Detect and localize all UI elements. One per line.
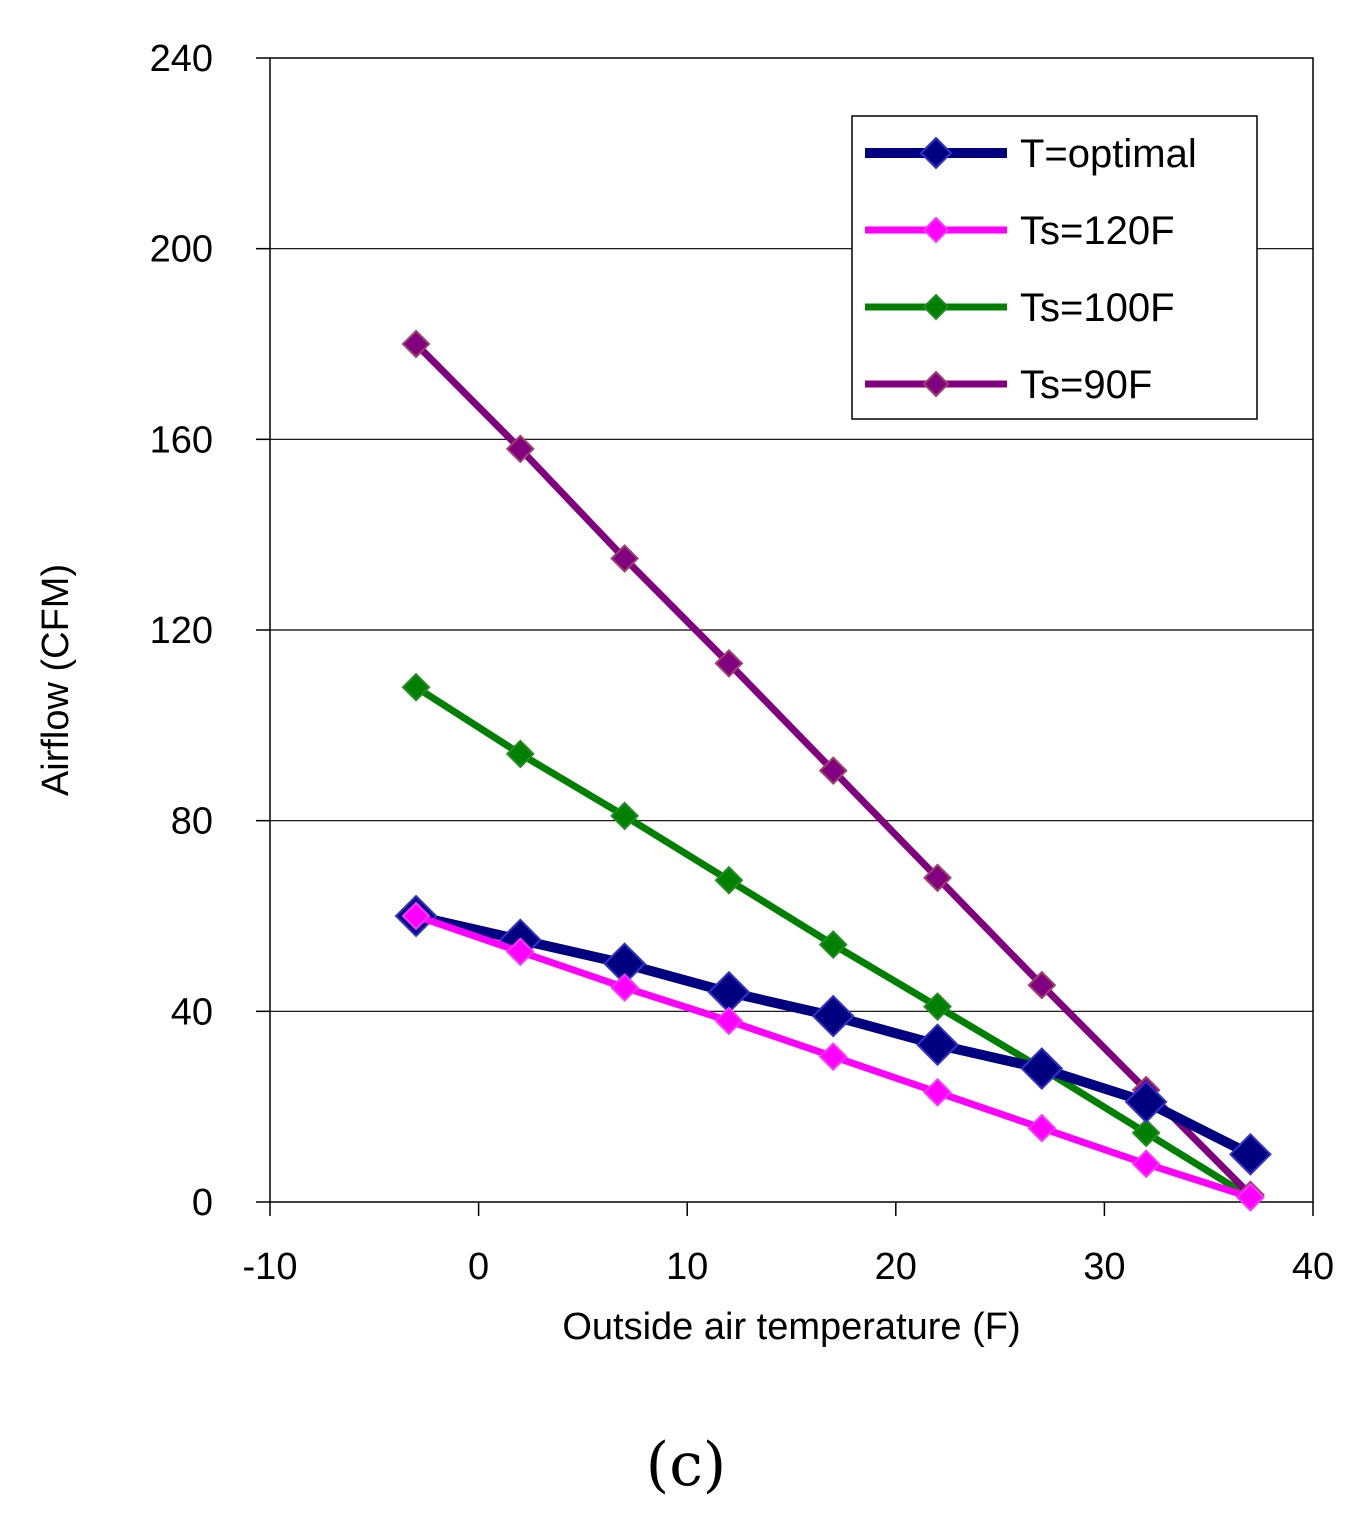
x-axis-title: Outside air temperature (F) bbox=[562, 1306, 1020, 1348]
legend-swatch-marker bbox=[922, 293, 950, 321]
data-point bbox=[1236, 1182, 1265, 1212]
x-tick-label: 10 bbox=[666, 1246, 708, 1288]
data-point bbox=[610, 973, 640, 1002]
data-point bbox=[1027, 1113, 1057, 1143]
legend-label: Ts=100F bbox=[1020, 286, 1175, 330]
series-group bbox=[394, 329, 1272, 1212]
legend-label: T=optimal bbox=[1020, 132, 1197, 176]
series-Ts=90F bbox=[401, 329, 1265, 1210]
y-tick-label: 80 bbox=[171, 801, 213, 843]
data-point bbox=[505, 937, 535, 967]
legend-swatch-marker bbox=[922, 370, 950, 398]
data-point bbox=[916, 1023, 959, 1067]
data-point bbox=[505, 739, 535, 769]
data-point bbox=[1020, 1047, 1064, 1090]
data-point bbox=[714, 865, 744, 895]
x-tick-label: -10 bbox=[243, 1246, 298, 1288]
legend: T=optimal Ts=120F Ts=100F Ts=90F bbox=[851, 115, 1258, 420]
data-point bbox=[1131, 1118, 1161, 1148]
y-tick-label: 200 bbox=[150, 229, 213, 271]
data-point bbox=[401, 672, 431, 702]
y-axis-title: Airflow (CFM) bbox=[35, 564, 77, 796]
x-tick-label: 40 bbox=[1292, 1246, 1334, 1288]
data-point bbox=[818, 1042, 848, 1072]
legend-label: Ts=120F bbox=[1020, 209, 1175, 253]
data-point bbox=[818, 756, 848, 786]
data-point bbox=[707, 970, 751, 1014]
figure-caption: (c) bbox=[646, 1430, 726, 1500]
x-tick-label: 20 bbox=[875, 1246, 917, 1288]
data-point bbox=[1229, 1132, 1272, 1176]
data-point bbox=[1027, 970, 1057, 1000]
data-point bbox=[1131, 1149, 1161, 1179]
legend-swatch-marker bbox=[922, 216, 950, 244]
legend-item: T=optimal bbox=[865, 132, 1197, 176]
data-point bbox=[923, 992, 952, 1021]
data-point bbox=[610, 801, 640, 831]
data-point bbox=[811, 994, 855, 1038]
y-tick-label: 240 bbox=[150, 38, 213, 80]
data-point bbox=[401, 901, 431, 931]
y-tick-label: 160 bbox=[150, 419, 213, 461]
y-tick-label: 120 bbox=[150, 610, 213, 652]
gridlines bbox=[270, 248, 1313, 1012]
data-point bbox=[401, 329, 431, 359]
data-point bbox=[714, 648, 744, 678]
data-point bbox=[923, 863, 952, 893]
y-tick-label: 0 bbox=[192, 1182, 213, 1224]
y-tick-label: 40 bbox=[171, 991, 213, 1033]
legend-box bbox=[851, 115, 1258, 420]
legend-item: Ts=100F bbox=[865, 286, 1175, 330]
legend-item: Ts=120F bbox=[865, 209, 1175, 253]
data-point bbox=[610, 544, 640, 573]
data-point bbox=[505, 434, 535, 464]
x-tick-label: 30 bbox=[1083, 1246, 1125, 1288]
data-point bbox=[714, 1006, 744, 1036]
x-tick-label: 0 bbox=[468, 1246, 489, 1288]
data-point bbox=[1124, 1080, 1168, 1124]
data-point bbox=[818, 930, 848, 960]
legend-label: Ts=90F bbox=[1020, 363, 1152, 407]
series-Ts=120F bbox=[401, 901, 1265, 1212]
data-point bbox=[923, 1077, 952, 1107]
legend-swatch-marker bbox=[919, 136, 953, 170]
axis-ticks: 0 40 80 120 160 200 240 -10 0 10 20 30 40 bbox=[150, 38, 1335, 1288]
legend-item: Ts=90F bbox=[865, 363, 1152, 407]
